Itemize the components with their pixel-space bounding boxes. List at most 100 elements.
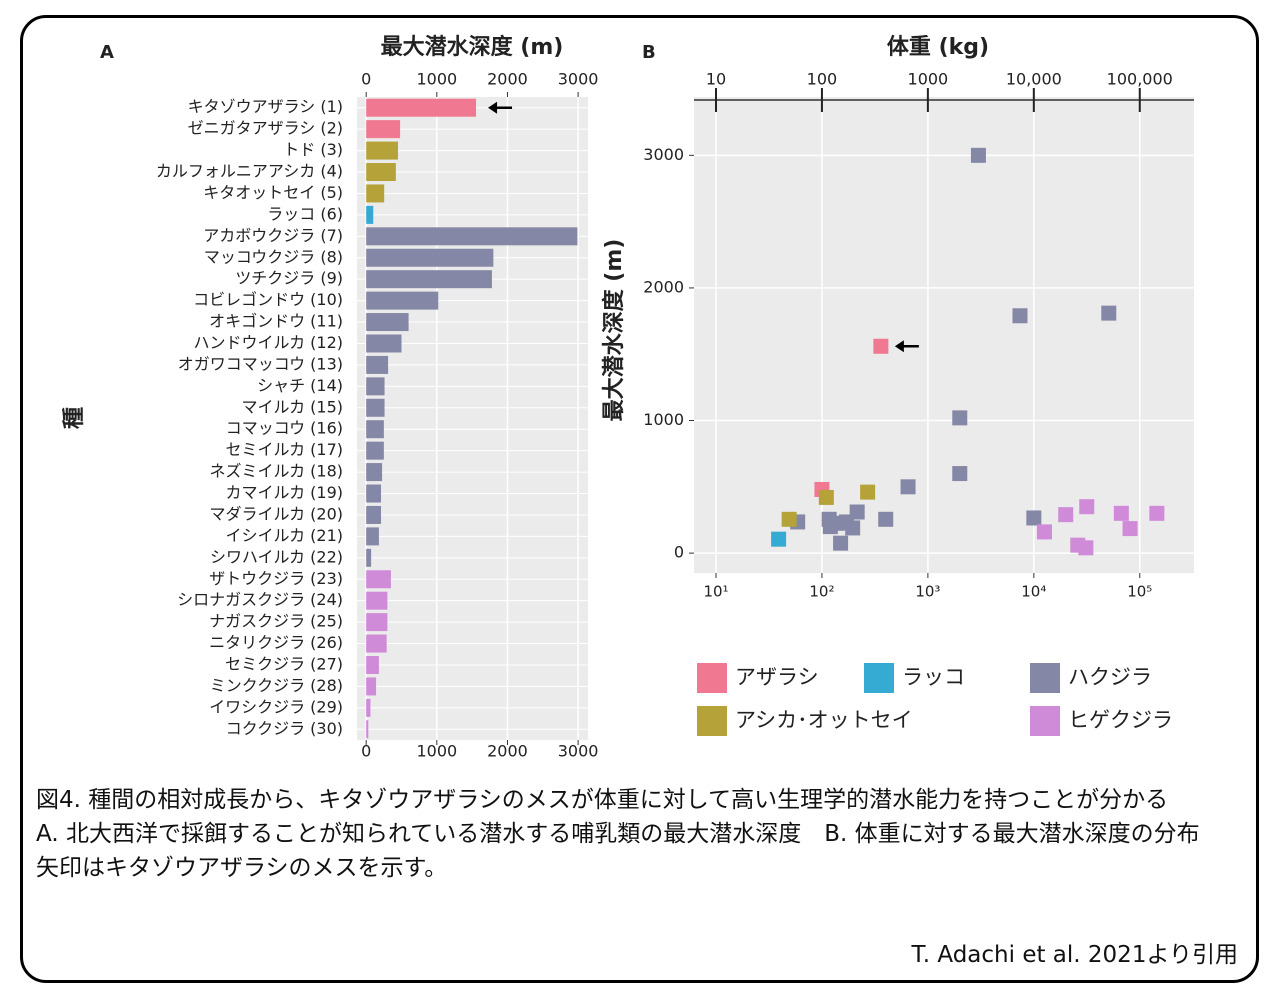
y-tick-label: カルフォルニアアシカ (4) <box>156 162 343 181</box>
x-tick-label: 10,000 <box>1006 70 1062 89</box>
y-tick-label: ツチクジラ (9) <box>235 269 343 288</box>
y-tick-label: 2000 <box>643 277 684 296</box>
bar <box>366 205 374 224</box>
y-axis-title: 種 <box>62 407 87 429</box>
bar <box>366 355 389 374</box>
bar <box>366 613 388 632</box>
legend-swatch <box>864 663 894 693</box>
bar <box>366 270 492 289</box>
point <box>970 147 986 163</box>
point <box>1101 305 1117 321</box>
legend-swatch <box>697 706 727 736</box>
y-tick-label: キタオットセイ (5) <box>203 183 343 202</box>
x-tick-label: 10¹ <box>703 583 728 601</box>
bar <box>366 441 384 460</box>
x-tick-label: 1000 <box>416 742 457 761</box>
frame <box>20 15 1259 983</box>
bar <box>366 227 578 246</box>
y-tick-label: 1000 <box>643 410 684 429</box>
y-tick-label: コククジラ (30) <box>226 719 343 738</box>
point <box>952 466 968 482</box>
point <box>781 511 797 527</box>
legend-label: ハクジラ <box>1068 665 1152 689</box>
y-tick-label: カマイルカ (19) <box>226 483 343 502</box>
bar <box>366 505 382 524</box>
bar <box>366 591 388 610</box>
y-tick-label: シロナガスクジラ (24) <box>177 590 343 609</box>
y-tick-label: マダライルカ (20) <box>210 504 343 523</box>
x-tick-label: 1000 <box>908 70 949 89</box>
bar <box>366 655 379 674</box>
plot-background <box>357 97 588 740</box>
y-tick-label: ナガスクジラ (25) <box>209 612 343 631</box>
panel-label: A <box>100 42 114 63</box>
y-tick-label: ネズミイルカ (18) <box>210 462 343 481</box>
point <box>1036 524 1052 540</box>
legend-swatch <box>1030 663 1060 693</box>
bar <box>366 527 379 546</box>
y-tick-label: ミンククジラ (28) <box>210 676 343 695</box>
bar <box>366 334 402 353</box>
x-tick-label: 3000 <box>558 70 599 89</box>
point <box>1026 510 1042 526</box>
point <box>900 479 916 495</box>
x-tick-label: 100 <box>807 70 838 89</box>
arrow-head <box>894 340 904 353</box>
plot-background <box>694 97 1194 573</box>
x-axis-title: 体重 (kg) <box>887 35 989 60</box>
bar <box>366 184 385 203</box>
point <box>1122 521 1138 537</box>
caption-line: A. 北大西洋で採餌することが知られている潜水する哺乳類の最大潜水深度 B. 体… <box>36 821 1223 881</box>
y-tick-label: ハンドウイルカ (12) <box>194 333 343 352</box>
bar <box>366 377 385 396</box>
y-tick-label: 0 <box>674 543 684 562</box>
x-tick-label: 10 <box>706 70 726 89</box>
point <box>860 484 876 500</box>
y-tick-label: 3000 <box>643 145 684 164</box>
legend-label: ラッコ <box>902 665 965 689</box>
x-axis-title: 最大潜水深度 (m) <box>381 34 564 60</box>
y-tick-label: キタゾウアザラシ (1) <box>188 97 343 116</box>
y-axis-title: 最大潜水深度 (m) <box>601 239 627 422</box>
x-tick-label: 10⁴ <box>1021 583 1046 601</box>
y-tick-label: イシイルカ (21) <box>226 526 343 545</box>
legend-label: アシカ･オットセイ <box>735 708 913 732</box>
bar <box>366 677 377 696</box>
y-tick-label: コマッコウ (16) <box>226 419 343 438</box>
x-tick-label: 10³ <box>915 583 940 601</box>
x-tick-label: 3000 <box>558 742 599 761</box>
y-tick-label: アカボウクジラ (7) <box>203 226 343 245</box>
legend-swatch <box>697 663 727 693</box>
y-tick-label: ニタリクジラ (26) <box>209 633 343 652</box>
point <box>1149 505 1165 521</box>
x-tick-label: 2000 <box>487 742 528 761</box>
point <box>818 489 834 505</box>
caption-line: 図4. 種間の相対成長から、キタゾウアザラシのメスが体重に対して高い生理学的潜水… <box>36 787 1169 813</box>
point <box>878 511 894 527</box>
point <box>829 515 845 531</box>
point <box>849 504 865 520</box>
y-tick-label: ザトウクジラ (23) <box>209 569 343 588</box>
bar <box>366 548 372 567</box>
x-tick-label: 10² <box>809 583 834 601</box>
bar <box>366 313 409 332</box>
y-tick-label: イワシクジラ (29) <box>209 697 343 716</box>
bar <box>366 120 401 139</box>
point <box>1058 507 1074 523</box>
x-tick-label: 10⁵ <box>1127 583 1152 601</box>
bar <box>366 463 383 482</box>
legend-swatch <box>1030 706 1060 736</box>
bar <box>366 720 369 739</box>
y-tick-label: マイルカ (15) <box>242 397 343 416</box>
y-tick-label: オガワコマッコウ (13) <box>178 354 343 373</box>
y-tick-label: ゼニガタアザラシ (2) <box>188 119 343 138</box>
point <box>833 535 849 551</box>
x-tick-label: 0 <box>361 70 371 89</box>
y-tick-label: ラッコ (6) <box>267 204 343 223</box>
bar <box>366 484 382 503</box>
caption: 図4. 種間の相対成長から、キタゾウアザラシのメスが体重に対して高い生理学的潜水… <box>36 783 1241 885</box>
bar <box>366 398 385 417</box>
legend-label: ヒゲクジラ <box>1068 708 1173 732</box>
point <box>771 531 787 547</box>
bar <box>366 420 384 439</box>
